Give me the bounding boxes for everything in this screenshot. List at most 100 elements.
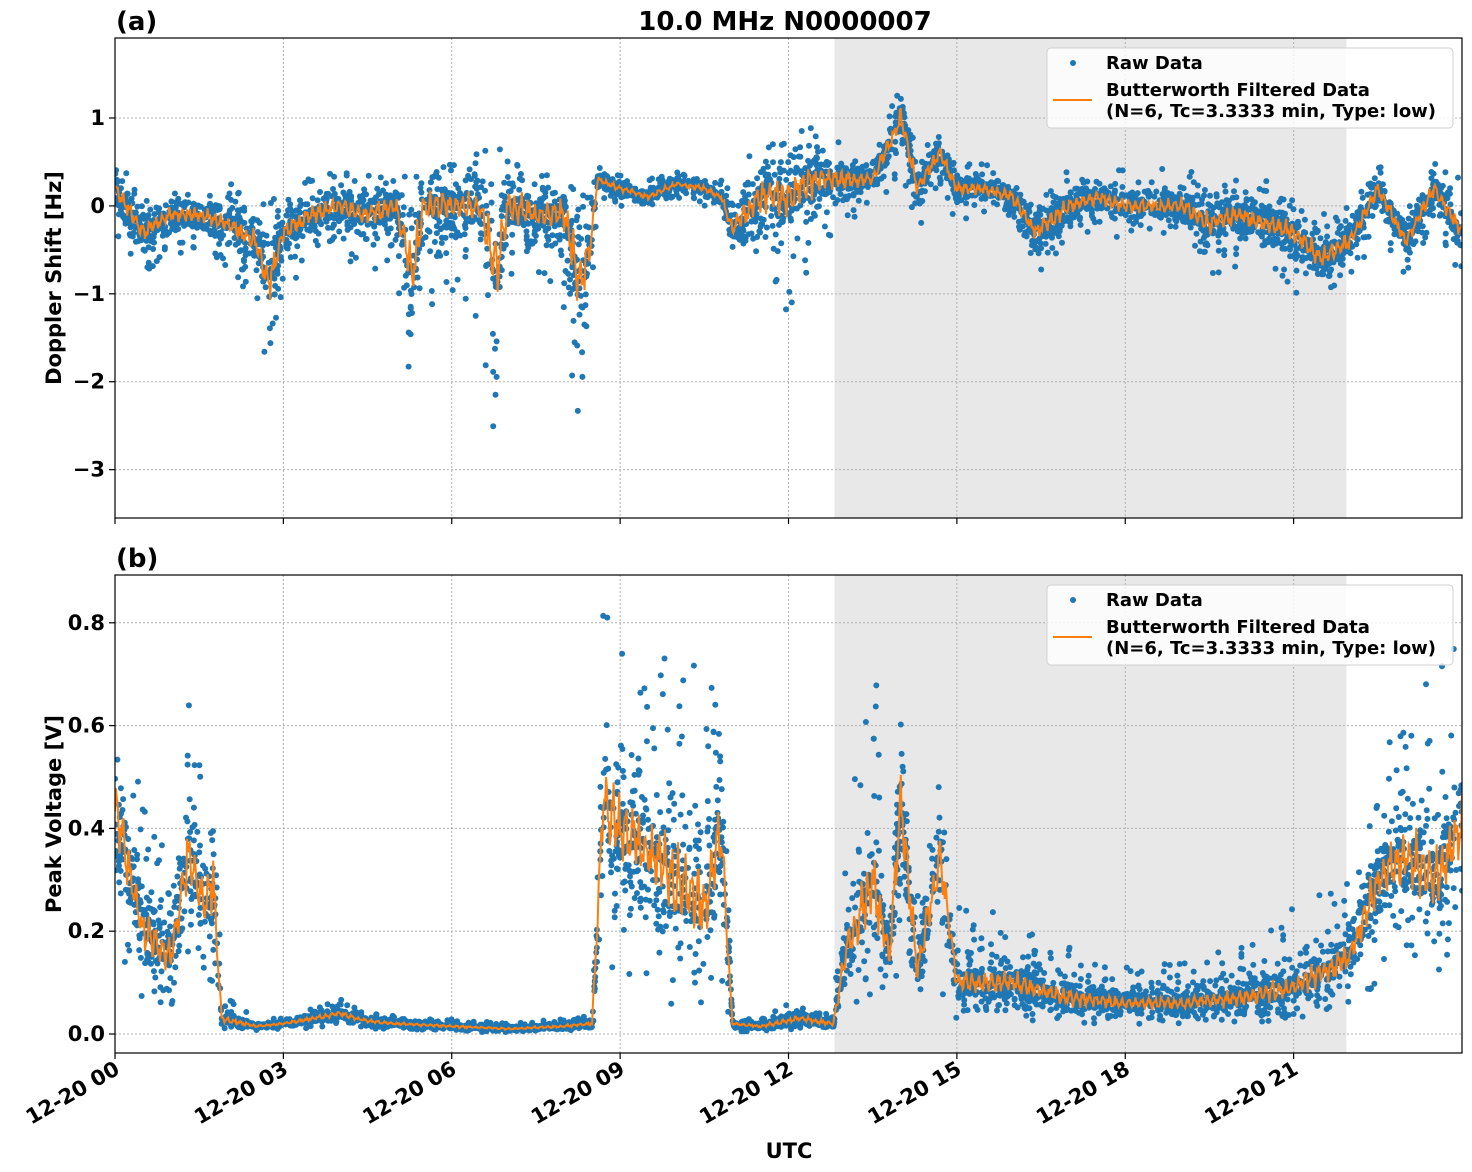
raw-data-point <box>653 792 660 798</box>
raw-data-point <box>177 239 183 246</box>
raw-data-point <box>399 241 405 248</box>
raw-data-point <box>405 329 412 336</box>
raw-data-point <box>162 202 169 209</box>
raw-data-point <box>579 373 586 380</box>
raw-data-point <box>716 777 723 783</box>
raw-data-point <box>561 194 567 201</box>
raw-data-point <box>612 198 619 205</box>
raw-data-point <box>891 171 898 178</box>
raw-data-point <box>797 153 804 160</box>
raw-data-point <box>525 244 532 251</box>
raw-data-point <box>1190 179 1197 186</box>
raw-data-point <box>535 269 542 276</box>
raw-data-point <box>975 176 982 183</box>
raw-data-point <box>549 190 556 197</box>
raw-data-point <box>1455 174 1461 181</box>
raw-data-point <box>1251 199 1258 206</box>
raw-data-point <box>1419 229 1426 236</box>
raw-data-point <box>590 264 596 271</box>
raw-data-point <box>385 230 391 237</box>
raw-data-point <box>1458 263 1462 270</box>
raw-data-point <box>1387 240 1394 247</box>
raw-data-point <box>222 262 229 268</box>
raw-data-point <box>885 153 892 160</box>
raw-data-point <box>1259 242 1266 249</box>
raw-data-point <box>429 301 436 308</box>
raw-data-point <box>576 311 583 318</box>
raw-data-point <box>744 179 751 186</box>
raw-data-point <box>286 240 293 247</box>
raw-data-point <box>1442 239 1449 246</box>
raw-data-point <box>1256 186 1263 192</box>
raw-data-point <box>978 161 985 168</box>
raw-data-point <box>482 187 488 194</box>
raw-data-point <box>1358 188 1365 195</box>
raw-data-point <box>792 146 799 153</box>
raw-data-point <box>1126 217 1133 224</box>
raw-data-point <box>351 178 358 184</box>
raw-data-point <box>1286 202 1293 209</box>
raw-data-point <box>1032 244 1039 251</box>
raw-data-point <box>1448 224 1455 230</box>
raw-data-point <box>893 150 899 157</box>
raw-data-point <box>399 211 406 218</box>
raw-data-point <box>127 232 134 239</box>
raw-data-point <box>1404 256 1411 263</box>
raw-data-point <box>1266 235 1273 242</box>
raw-data-point <box>549 232 556 239</box>
raw-data-point <box>582 302 589 309</box>
raw-data-point <box>504 158 511 165</box>
raw-data-point <box>1094 205 1101 212</box>
raw-data-point <box>778 141 785 148</box>
raw-data-point <box>1010 209 1017 216</box>
raw-data-point <box>271 291 278 298</box>
raw-data-point <box>1359 194 1366 201</box>
raw-data-point <box>1219 960 1226 967</box>
raw-data-point <box>391 212 398 219</box>
raw-data-point <box>235 190 242 197</box>
raw-data-point <box>343 170 350 177</box>
raw-data-point <box>1311 219 1318 226</box>
raw-data-point <box>854 165 861 172</box>
raw-data-point <box>748 218 755 225</box>
raw-data-point <box>800 196 807 203</box>
raw-data-point <box>547 278 554 285</box>
raw-data-point <box>478 230 484 237</box>
raw-data-point <box>577 292 584 299</box>
raw-data-point <box>1279 245 1286 252</box>
raw-data-point <box>241 258 247 265</box>
raw-data-point <box>717 181 724 188</box>
raw-data-point <box>381 221 388 228</box>
raw-data-point <box>574 213 581 220</box>
raw-data-point <box>436 218 443 225</box>
raw-data-point <box>127 250 134 257</box>
raw-data-point <box>798 128 805 134</box>
raw-data-point <box>317 189 323 195</box>
raw-data-point <box>786 288 793 295</box>
raw-data-point <box>1153 188 1160 195</box>
raw-data-point <box>454 229 461 236</box>
raw-data-point <box>461 231 468 238</box>
raw-data-point <box>619 800 626 807</box>
raw-data-point <box>1293 267 1300 274</box>
raw-data-point <box>237 247 244 254</box>
raw-data-point <box>1192 242 1198 249</box>
raw-data-point <box>472 312 479 319</box>
raw-data-point <box>1436 966 1442 973</box>
raw-data-point <box>1403 246 1410 253</box>
raw-data-point <box>224 241 231 248</box>
raw-data-point <box>919 198 926 204</box>
raw-data-point <box>433 230 440 237</box>
raw-data-point <box>184 761 191 768</box>
raw-data-point <box>771 171 778 178</box>
raw-data-point <box>1011 213 1018 220</box>
raw-data-point <box>1193 230 1200 237</box>
raw-data-point <box>336 228 343 235</box>
raw-data-point <box>681 172 688 179</box>
raw-data-point <box>446 161 453 168</box>
raw-data-point <box>1215 269 1222 276</box>
raw-data-point <box>626 971 633 977</box>
raw-data-point <box>289 213 296 219</box>
y-tick-label: −2 <box>73 370 105 394</box>
raw-data-point <box>740 189 747 196</box>
